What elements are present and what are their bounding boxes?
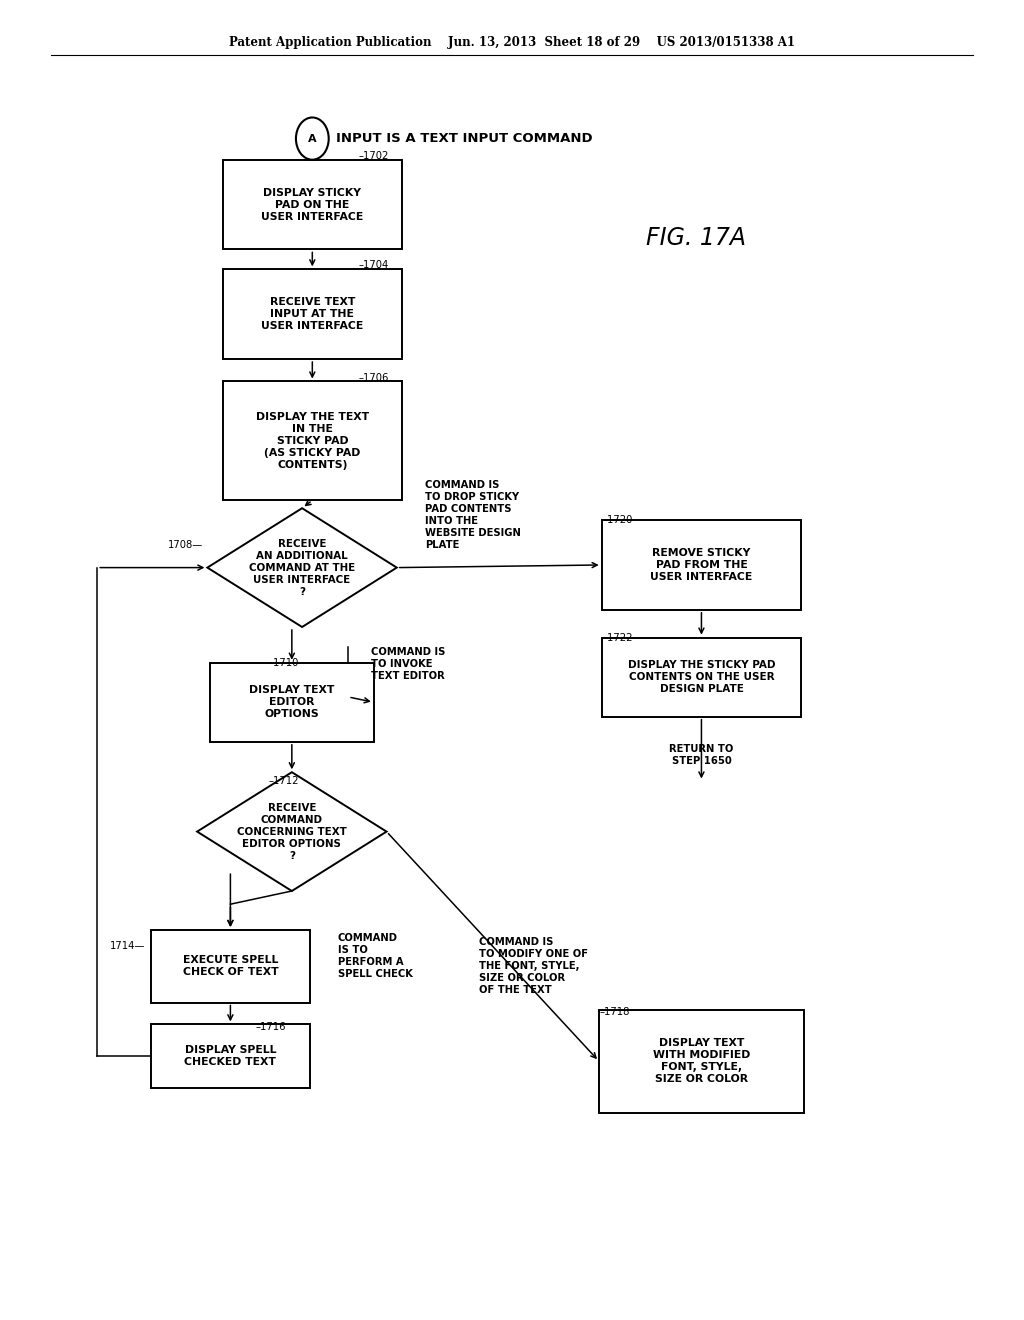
FancyBboxPatch shape	[223, 160, 401, 249]
Text: REMOVE STICKY
PAD FROM THE
USER INTERFACE: REMOVE STICKY PAD FROM THE USER INTERFAC…	[650, 548, 753, 582]
Text: 1714—: 1714—	[110, 941, 145, 952]
Text: –1704: –1704	[358, 260, 389, 271]
Text: 1708—: 1708—	[168, 540, 203, 550]
FancyBboxPatch shape	[152, 1024, 309, 1088]
FancyBboxPatch shape	[152, 929, 309, 1003]
Text: DISPLAY TEXT
WITH MODIFIED
FONT, STYLE,
SIZE OR COLOR: DISPLAY TEXT WITH MODIFIED FONT, STYLE, …	[652, 1039, 751, 1084]
Text: RETURN TO
STEP 1650: RETURN TO STEP 1650	[670, 744, 733, 766]
Polygon shape	[197, 772, 386, 891]
FancyBboxPatch shape	[599, 1010, 804, 1113]
Text: –1720: –1720	[602, 515, 633, 525]
Text: FIG. 17A: FIG. 17A	[646, 226, 746, 249]
Text: DISPLAY STICKY
PAD ON THE
USER INTERFACE: DISPLAY STICKY PAD ON THE USER INTERFACE	[261, 187, 364, 222]
Text: INPUT IS A TEXT INPUT COMMAND: INPUT IS A TEXT INPUT COMMAND	[336, 132, 593, 145]
Text: Patent Application Publication    Jun. 13, 2013  Sheet 18 of 29    US 2013/01513: Patent Application Publication Jun. 13, …	[229, 36, 795, 49]
Text: DISPLAY THE STICKY PAD
CONTENTS ON THE USER
DESIGN PLATE: DISPLAY THE STICKY PAD CONTENTS ON THE U…	[628, 660, 775, 694]
Text: RECEIVE TEXT
INPUT AT THE
USER INTERFACE: RECEIVE TEXT INPUT AT THE USER INTERFACE	[261, 297, 364, 331]
Polygon shape	[207, 508, 396, 627]
FancyBboxPatch shape	[602, 520, 801, 610]
Text: COMMAND IS
TO DROP STICKY
PAD CONTENTS
INTO THE
WEBSITE DESIGN
PLATE: COMMAND IS TO DROP STICKY PAD CONTENTS I…	[425, 479, 521, 550]
FancyBboxPatch shape	[210, 663, 374, 742]
Text: COMMAND IS
TO INVOKE
TEXT EDITOR: COMMAND IS TO INVOKE TEXT EDITOR	[371, 647, 445, 681]
Text: COMMAND
IS TO
PERFORM A
SPELL CHECK: COMMAND IS TO PERFORM A SPELL CHECK	[338, 933, 413, 978]
Text: –1702: –1702	[358, 150, 389, 161]
Text: COMMAND IS
TO MODIFY ONE OF
THE FONT, STYLE,
SIZE OR COLOR
OF THE TEXT: COMMAND IS TO MODIFY ONE OF THE FONT, ST…	[479, 937, 588, 995]
Text: –1718: –1718	[599, 1007, 630, 1018]
FancyBboxPatch shape	[602, 638, 801, 717]
Text: DISPLAY SPELL
CHECKED TEXT: DISPLAY SPELL CHECKED TEXT	[184, 1045, 276, 1067]
Text: EXECUTE SPELL
CHECK OF TEXT: EXECUTE SPELL CHECK OF TEXT	[182, 956, 279, 977]
Text: –1716: –1716	[256, 1022, 287, 1032]
FancyBboxPatch shape	[223, 381, 401, 500]
Text: A: A	[308, 133, 316, 144]
FancyBboxPatch shape	[223, 269, 401, 359]
Text: –1706: –1706	[358, 372, 389, 383]
Text: RECEIVE
COMMAND
CONCERNING TEXT
EDITOR OPTIONS
?: RECEIVE COMMAND CONCERNING TEXT EDITOR O…	[237, 803, 347, 861]
Text: DISPLAY THE TEXT
IN THE
STICKY PAD
(AS STICKY PAD
CONTENTS): DISPLAY THE TEXT IN THE STICKY PAD (AS S…	[256, 412, 369, 470]
Text: –1710: –1710	[268, 657, 299, 668]
Text: RECEIVE
AN ADDITIONAL
COMMAND AT THE
USER INTERFACE
?: RECEIVE AN ADDITIONAL COMMAND AT THE USE…	[249, 539, 355, 597]
Text: DISPLAY TEXT
EDITOR
OPTIONS: DISPLAY TEXT EDITOR OPTIONS	[249, 685, 335, 719]
Text: –1722: –1722	[602, 632, 633, 643]
Text: –1712: –1712	[268, 776, 299, 787]
